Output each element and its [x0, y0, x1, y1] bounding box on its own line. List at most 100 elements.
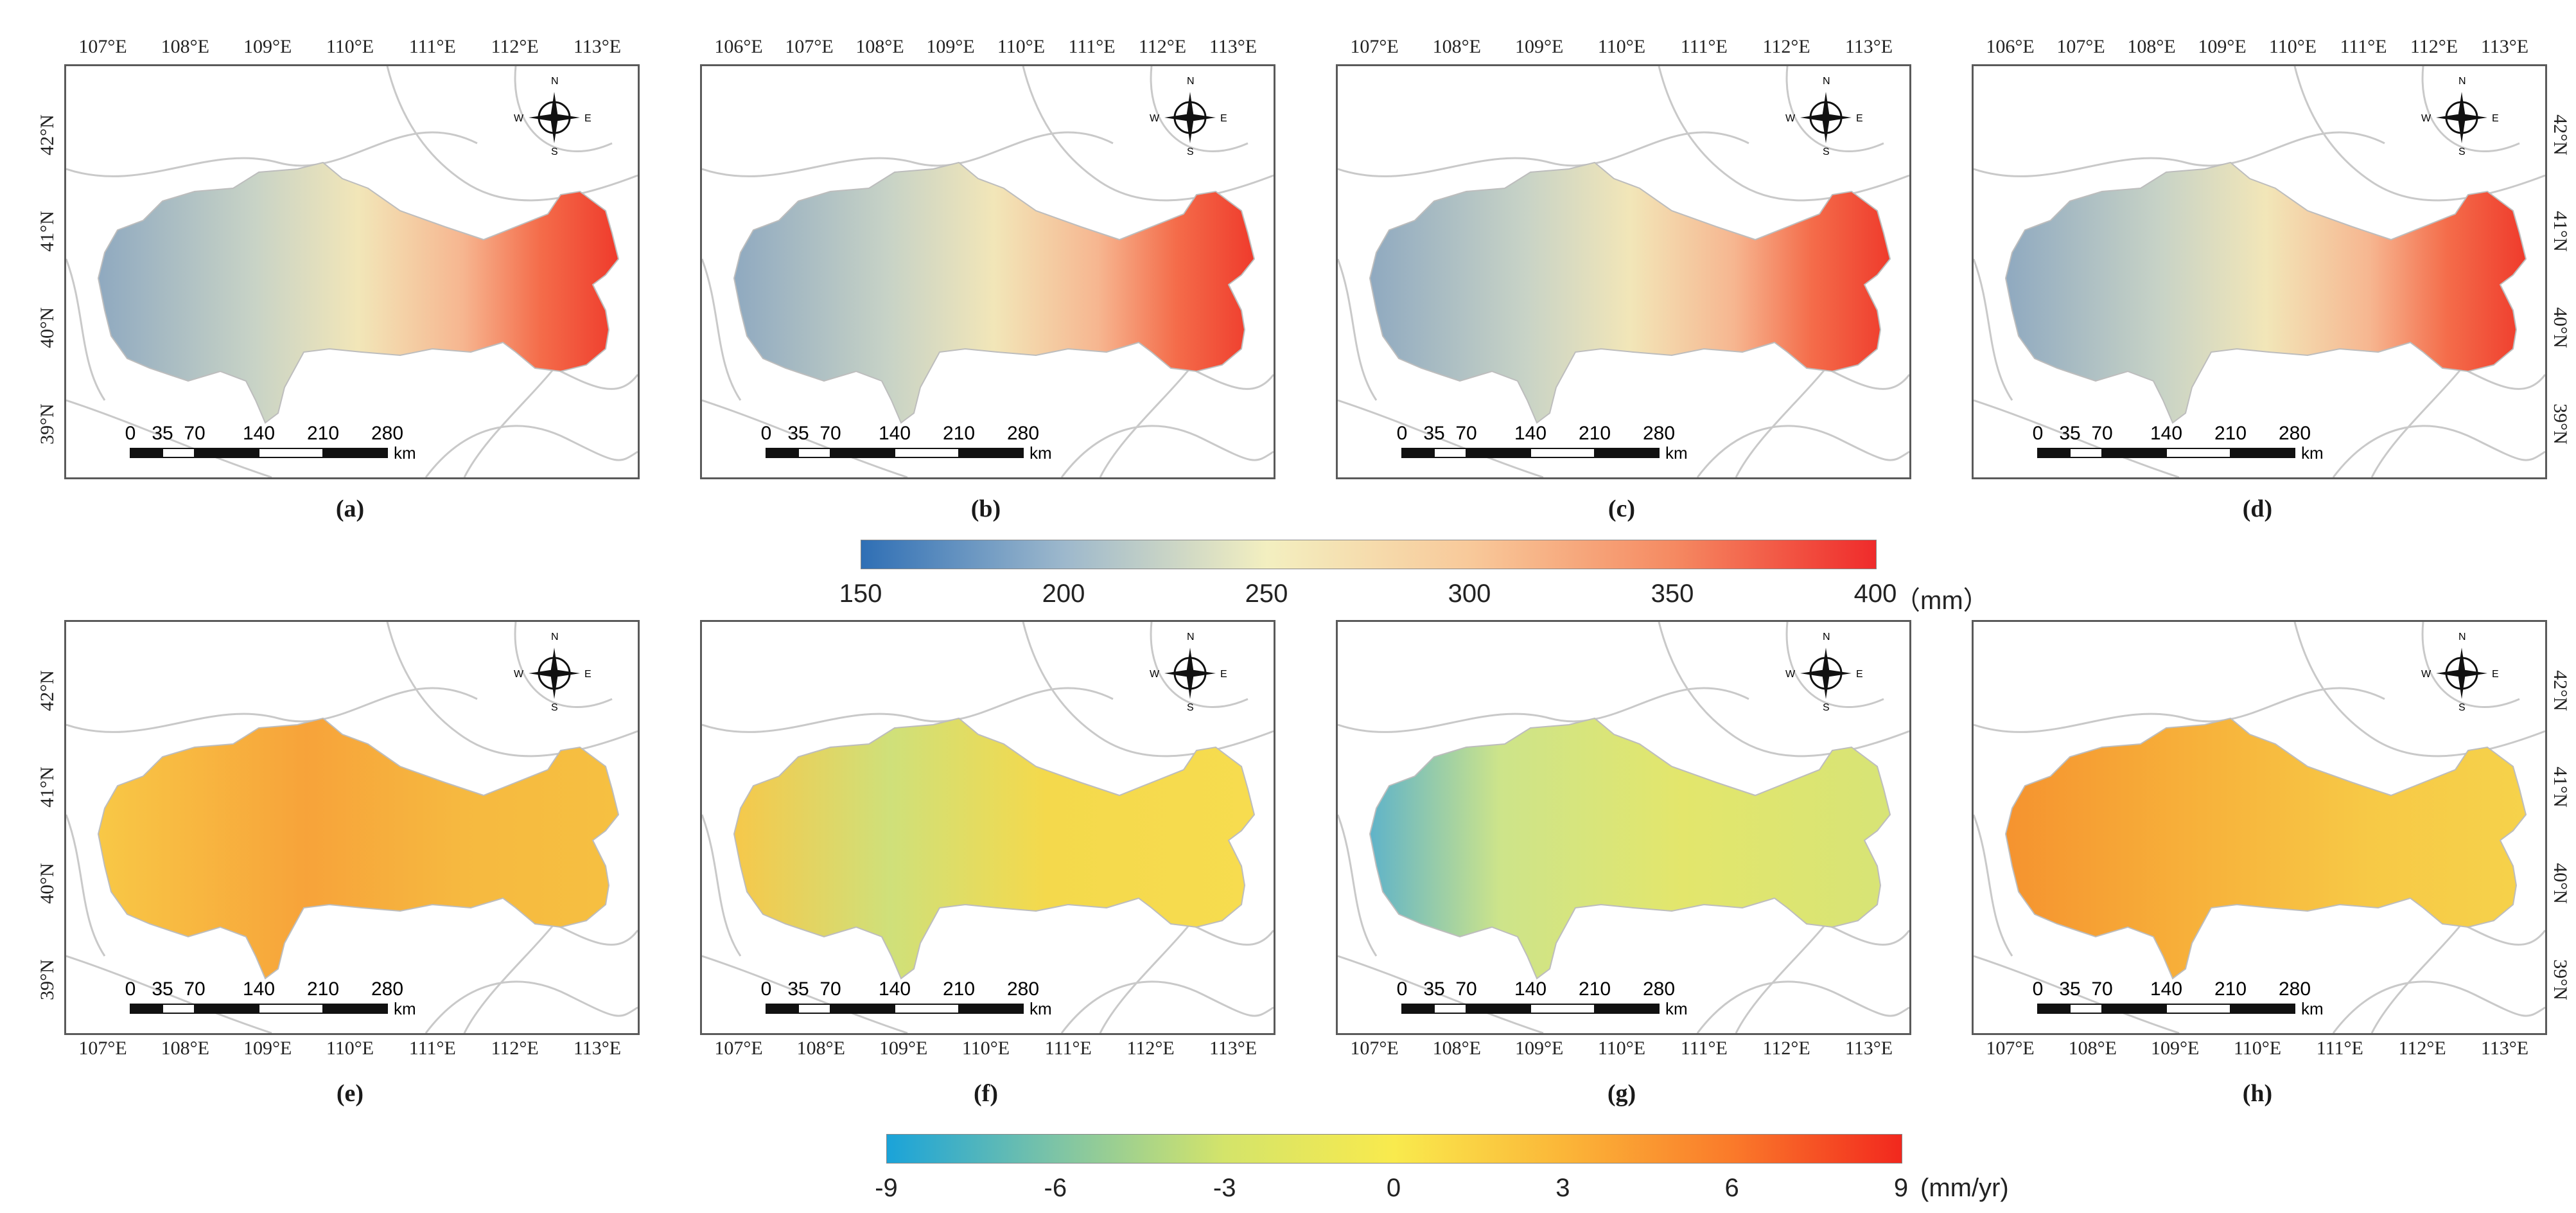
scale-bar-segment [1401, 1004, 1435, 1014]
longitude-tick-label: 109°E [243, 36, 292, 57]
scale-bar-segment [162, 448, 195, 458]
longitude-tick-label: 111°E [408, 1038, 456, 1059]
study-region [97, 717, 620, 980]
longitude-tick-label: 110°E [997, 36, 1046, 57]
compass-letter-e: E [1856, 113, 1863, 124]
province-boundary [66, 399, 272, 477]
longitude-tick-label: 112°E [491, 1038, 539, 1059]
province-boundary [2421, 622, 2520, 709]
scale-bar-segment [2166, 448, 2231, 458]
province-boundary [66, 131, 478, 177]
province-boundary [1338, 687, 1749, 733]
scale-bar-segment [322, 448, 388, 458]
scale-bar-segment [2037, 1004, 2071, 1014]
compass-rose-icon [1800, 648, 1852, 699]
province-boundary [1825, 367, 1909, 390]
province-boundary [1696, 980, 1909, 1033]
latitude-tick-label: 40°N [37, 307, 58, 348]
longitude-tick-label: 111°E [408, 36, 456, 57]
scale-bar-label: 140 [879, 978, 911, 1000]
scale-bar-label: 280 [1643, 978, 1675, 1000]
study-region [2004, 717, 2527, 980]
province-boundary [2332, 425, 2545, 477]
scale-bar-segment [766, 448, 799, 458]
scale-bar-label: 210 [943, 423, 975, 444]
scale-bar-label: 0 [125, 978, 136, 1000]
longitude-tick-label: 110°E [961, 1038, 1010, 1059]
scale-bar-segment [1401, 448, 1435, 458]
compass-letter-w: W [2421, 113, 2431, 124]
scale-bar-label: 210 [2214, 978, 2247, 1000]
precip-legend-tick-label: 400 [1853, 580, 1897, 608]
province-boundary [425, 980, 638, 1033]
longitude-tick-label: 107°E [2056, 36, 2105, 57]
scale-bar-label: 210 [307, 423, 339, 444]
longitude-tick-label: 112°E [1138, 36, 1187, 57]
scale-bar-label: 140 [2150, 423, 2182, 444]
compass-rose-icon [529, 92, 580, 143]
scale-bar-label: 280 [2279, 978, 2311, 1000]
compass-letter-e: E [1220, 669, 1227, 680]
panel-label: (f) [974, 1080, 998, 1107]
scale-bar-label: 140 [243, 978, 275, 1000]
scale-bar-label: 0 [2033, 978, 2044, 1000]
scale-bar-label: 70 [184, 423, 205, 444]
longitude-tick-label: 108°E [161, 36, 209, 57]
scale-bar-label: 35 [152, 423, 173, 444]
longitude-tick-label: 112°E [491, 36, 539, 57]
scale-bar-label: 140 [2150, 978, 2182, 1000]
compass-letter-s: S [1823, 702, 1830, 713]
scale-bar-label: 0 [761, 978, 772, 1000]
map-frame: N S E W 0 35 70 140 210 280 km [1972, 620, 2547, 1035]
province-boundary [2421, 66, 2520, 153]
province-boundary [1735, 367, 1827, 477]
scale-bar-label: 70 [184, 978, 205, 1000]
compass-rose-icon [2436, 648, 2487, 699]
longitude-tick-label: 106°E [1986, 36, 2035, 57]
compass-letter-s: S [2458, 702, 2466, 713]
trend-legend-tick-label: 9 [1893, 1174, 1909, 1202]
scale-bar-label: 280 [1643, 423, 1675, 444]
province-boundary [66, 955, 272, 1033]
scale-bar-label: 140 [243, 423, 275, 444]
scale-bar-segment [258, 1004, 324, 1014]
longitude-tick-label: 108°E [2068, 1038, 2117, 1059]
precip-legend-tick-label: 300 [1448, 580, 1491, 608]
scale-bar-label: 280 [1007, 978, 1039, 1000]
panel-label: (g) [1607, 1080, 1636, 1107]
longitude-tick-label: 111°E [1680, 36, 1728, 57]
scale-bar-segment [894, 448, 959, 458]
province-boundary [702, 258, 742, 401]
province-boundary [1060, 980, 1274, 1033]
compass-letter-n: N [1823, 76, 1830, 87]
map-frame: N S E W 0 35 70 140 210 280 km [1336, 620, 1911, 1035]
scale-bar-label: 0 [2033, 423, 2044, 444]
scale-bar-segment [130, 1004, 163, 1014]
latitude-tick-label: 39°N [37, 403, 58, 445]
longitude-tick-label: 108°E [1432, 1038, 1481, 1059]
compass-letter-n: N [2458, 76, 2466, 87]
compass-letter-w: W [514, 113, 524, 124]
compass-letter-w: W [1150, 113, 1160, 124]
longitude-tick-label: 111°E [1044, 1038, 1092, 1059]
longitude-tick-label: 111°E [1680, 1038, 1728, 1059]
longitude-tick-label: 107°E [1350, 1038, 1399, 1059]
province-boundary [702, 131, 1114, 177]
precip-legend-tick-label: 200 [1042, 580, 1085, 608]
longitude-tick-label: 113°E [1844, 36, 1893, 57]
scale-bar-segment [958, 1004, 1024, 1014]
compass-rose-icon [1164, 92, 1216, 143]
scale-bar-segment [322, 1004, 388, 1014]
province-boundary [1099, 367, 1191, 477]
compass-letter-s: S [1187, 702, 1194, 713]
compass-letter-e: E [1220, 113, 1227, 124]
scale-bar-segment [2230, 448, 2295, 458]
province-boundary [66, 258, 106, 401]
scale-bar-segment [766, 1004, 799, 1014]
scale-bar-label: 35 [2059, 978, 2080, 1000]
province-boundary [2461, 367, 2545, 390]
scale-bar-segment [830, 1004, 895, 1014]
